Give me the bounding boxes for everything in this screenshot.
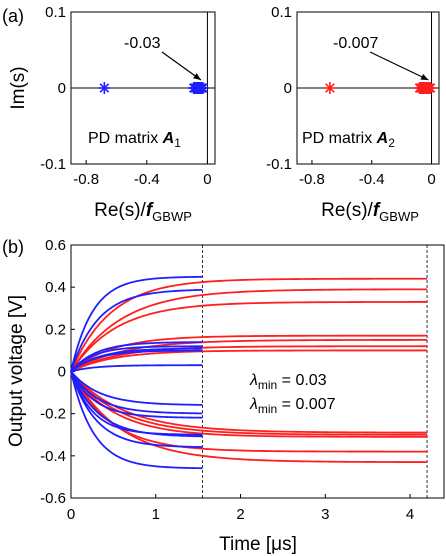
x-tick-label: -0.8: [299, 171, 325, 188]
red-series-line: [70, 370, 428, 434]
y-tick-label: 0.2: [45, 321, 66, 338]
red-series-line: [70, 371, 428, 453]
plot-b: 0 1 2 3 4 0.6 0.4 0.2 0 -0.2 -0.4 -0.6 Output volta…: [6, 237, 445, 555]
y-tick-label: -0.2: [40, 406, 66, 423]
annotation-arrow: [369, 51, 429, 81]
plot-a1-ylabel: Im(s): [8, 66, 29, 109]
blue-series-line: [70, 364, 203, 373]
plot-a2-annotation: -0.007: [333, 35, 378, 52]
x-tick-label: -0.8: [73, 171, 99, 188]
red-series-line: [70, 370, 428, 436]
blue-series-line: [70, 370, 203, 406]
red-series-line: [70, 277, 428, 372]
blue-series-line: [70, 345, 203, 373]
y-tick-label: -0.1: [40, 156, 66, 173]
x-tick-label: -0.4: [359, 171, 385, 188]
plot-a1-annotation: -0.03: [124, 35, 161, 52]
y-tick-label: 0: [58, 80, 66, 97]
blue-series-line: [70, 371, 203, 419]
y-tick-label: -0.1: [266, 156, 292, 173]
plot-a2: -0.8 -0.4 0 0.1 0 -0.1 Re(s)/fGBWP PD matrix …: [266, 4, 440, 224]
red-series-line: [70, 371, 428, 463]
panel-b-label: (b): [2, 237, 24, 257]
blue-series-line: [70, 371, 203, 470]
red-series-line: [70, 370, 428, 438]
x-tick-label: 4: [406, 506, 414, 523]
blue-series-line: [70, 289, 203, 372]
x-tick-label: 3: [321, 506, 329, 523]
annotation-arrowhead: [193, 73, 201, 80]
y-tick-label: 0.1: [45, 4, 66, 21]
x-tick-label: 0: [67, 506, 75, 523]
blue-series-line: [70, 371, 203, 448]
red-series-line: [70, 349, 428, 373]
y-tick-label: 0.4: [45, 279, 66, 296]
x-tick-label: 0: [203, 171, 211, 188]
blue-series-line: [70, 371, 203, 438]
red-series-line: [70, 339, 428, 373]
plot-a1-xlabel: Re(s)/fGBWP: [94, 200, 192, 224]
plot-b-xlabel: Time [μs]: [219, 534, 297, 555]
plot-a2-label: PD matrix A2: [302, 130, 395, 150]
pole-point: [424, 82, 437, 94]
y-tick-label: -0.4: [40, 448, 66, 465]
blue-series-line: [70, 341, 203, 373]
red-series-line: [70, 288, 428, 372]
y-tick-label: 0.6: [45, 237, 66, 254]
y-tick-label: 0: [284, 80, 292, 97]
pole-point: [323, 82, 336, 94]
x-tick-label: -0.4: [134, 171, 160, 188]
x-tick-label: 1: [152, 506, 160, 523]
pole-point: [196, 82, 209, 94]
y-tick-label: 0: [58, 364, 66, 381]
legend-red: λmin = 0.007: [249, 396, 336, 416]
plot-b-ylabel: Output voltage [V]: [6, 295, 27, 447]
panel-a-label: (a): [2, 6, 24, 26]
blue-series-line: [70, 275, 203, 372]
plot-a1: -0.8 -0.4 0 0.1 0 -0.1 Im(s) Re(s)/fGBWP PD m…: [8, 4, 216, 224]
blue-series-line: [70, 349, 203, 373]
plot-a1-label: PD matrix A1: [88, 130, 181, 150]
y-tick-label: -0.6: [40, 490, 66, 507]
x-tick-label: 2: [236, 506, 244, 523]
legend-blue: λmin = 0.03: [249, 372, 327, 392]
red-series-line: [70, 301, 428, 373]
annotation-arrowhead: [420, 74, 429, 80]
plot-a2-xlabel: Re(s)/fGBWP: [321, 200, 419, 224]
pole-point: [98, 82, 111, 94]
y-tick-label: 0.1: [271, 4, 292, 21]
x-tick-label: 0: [427, 171, 435, 188]
blue-series-line: [70, 371, 203, 415]
annotation-arrow: [161, 51, 202, 81]
